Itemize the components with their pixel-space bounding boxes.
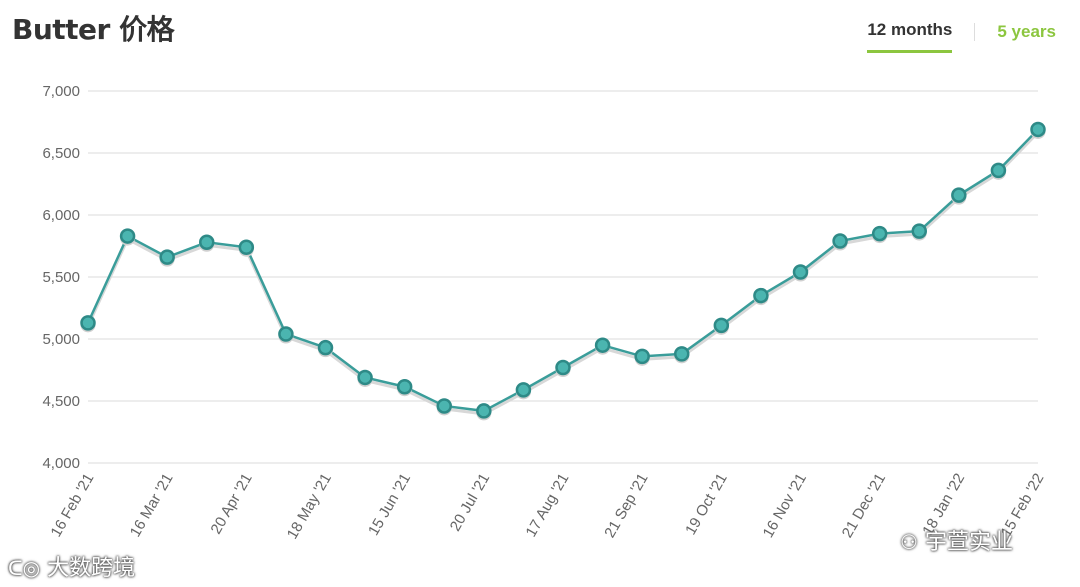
y-tick-label: 4,000 xyxy=(42,455,80,472)
data-point xyxy=(832,233,848,249)
x-axis: 16 Feb '21 16 Mar '21 20 Apr '21 18 May '21… xyxy=(48,470,1048,542)
x-tick-label: 17 Aug '21 xyxy=(523,471,573,541)
data-point xyxy=(911,223,927,239)
y-tick-label: 7,000 xyxy=(42,83,80,100)
data-point xyxy=(436,398,452,414)
series-layer xyxy=(80,121,1046,421)
data-point xyxy=(792,264,809,280)
y-axis: 4,000 4,500 5,000 5,500 6,000 6,500 7,000 xyxy=(42,83,80,472)
y-tick-label: 6,500 xyxy=(42,145,80,162)
x-tick-label: 16 Mar '21 xyxy=(127,471,177,540)
data-point xyxy=(951,187,967,203)
data-point xyxy=(555,359,571,376)
x-tick-label: 16 Nov '21 xyxy=(760,471,810,541)
x-tick-label: 20 Jul '21 xyxy=(447,471,494,535)
data-point xyxy=(990,162,1007,179)
data-point xyxy=(159,249,175,265)
data-point xyxy=(753,287,769,304)
tab-divider xyxy=(974,22,976,41)
data-point xyxy=(476,403,492,419)
data-point xyxy=(278,326,294,342)
data-point xyxy=(1030,121,1046,138)
data-point xyxy=(594,337,611,353)
watermark-left: ᑕ◎ 大数跨境 xyxy=(8,556,136,581)
data-point xyxy=(357,369,373,386)
x-tick-label: 16 Feb '21 xyxy=(48,471,98,540)
wechat-icon: ⚇ xyxy=(900,530,918,554)
data-point xyxy=(317,339,334,356)
tab-12-months[interactable]: 12 months xyxy=(867,20,953,53)
tab-5-years[interactable]: 5 years xyxy=(997,21,1056,41)
y-tick-label: 4,500 xyxy=(42,393,80,410)
data-point xyxy=(713,317,730,334)
data-point xyxy=(515,382,532,398)
x-tick-label: 18 May '21 xyxy=(284,471,335,543)
data-point xyxy=(674,346,690,362)
data-point xyxy=(238,239,255,255)
watermark-right: ⚇ 宇萱实业 xyxy=(900,530,1013,555)
data-point xyxy=(634,348,650,365)
y-tick-label: 6,000 xyxy=(42,207,80,224)
y-tick-label: 5,000 xyxy=(42,331,80,348)
y-tick-label: 5,500 xyxy=(42,269,80,286)
x-tick-label: 21 Sep '21 xyxy=(601,471,651,541)
x-tick-label: 15 Jun '21 xyxy=(365,471,414,539)
data-point xyxy=(396,378,413,395)
data-point xyxy=(199,234,215,251)
range-tabs: 12 months 5 years xyxy=(867,20,1056,53)
watermark-logo-icon: ᑕ◎ xyxy=(8,556,41,580)
page-title: Butter 价格 xyxy=(12,13,175,46)
grid-layer xyxy=(88,90,1038,464)
data-point xyxy=(80,315,96,331)
data-point xyxy=(871,225,888,242)
data-point xyxy=(119,228,136,244)
x-tick-label: 21 Dec '21 xyxy=(839,471,889,541)
x-tick-label: 20 Apr '21 xyxy=(208,471,256,538)
x-tick-label: 19 Oct '21 xyxy=(682,471,731,538)
